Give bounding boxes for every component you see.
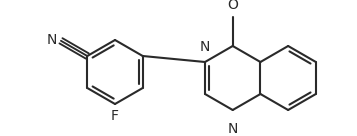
Text: N: N (46, 33, 57, 47)
Text: N: N (200, 40, 210, 54)
Text: O: O (227, 0, 238, 12)
Text: F: F (111, 109, 119, 123)
Text: N: N (227, 122, 238, 136)
